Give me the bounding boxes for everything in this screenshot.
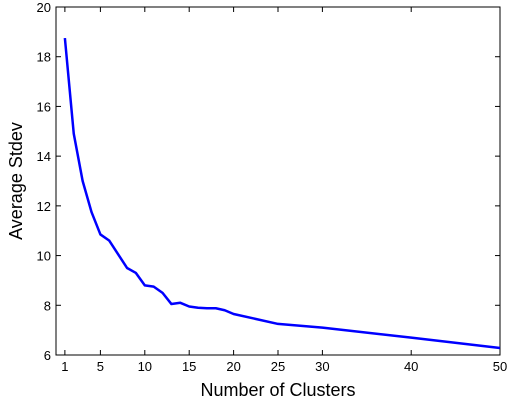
x-tick-label: 50 (493, 359, 507, 374)
x-tick-label: 30 (315, 359, 329, 374)
x-tick-label: 5 (97, 359, 104, 374)
y-tick-label: 14 (37, 149, 51, 164)
x-tick-label: 20 (226, 359, 240, 374)
y-tick-label: 18 (37, 50, 51, 65)
x-tick-label: 10 (138, 359, 152, 374)
x-axis-label: Number of Clusters (200, 380, 355, 400)
x-tick-label: 15 (182, 359, 196, 374)
y-tick-label: 12 (37, 199, 51, 214)
x-tick-label: 40 (404, 359, 418, 374)
axes-box (55, 6, 501, 356)
y-tick-label: 16 (37, 99, 51, 114)
x-tick-label: 1 (61, 359, 68, 374)
y-axis-label: Average Stdev (6, 122, 26, 240)
y-tick-label: 10 (37, 249, 51, 264)
y-tick-label: 6 (44, 348, 51, 363)
y-tick-label: 8 (44, 298, 51, 313)
y-tick-label: 20 (37, 0, 51, 15)
x-tick-label: 25 (271, 359, 285, 374)
data-line (63, 37, 501, 350)
